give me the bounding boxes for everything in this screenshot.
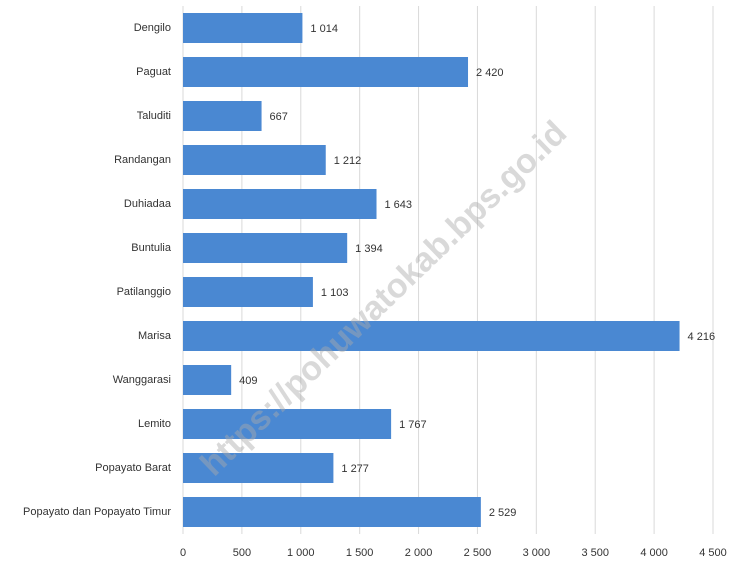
value-label: 2 420 xyxy=(476,67,504,79)
bar xyxy=(183,13,303,43)
bar xyxy=(183,453,334,483)
bar xyxy=(183,497,481,527)
y-tick-label: Randangan xyxy=(114,154,171,166)
bar xyxy=(183,101,262,131)
y-tick-label: Dengilo xyxy=(134,22,171,34)
value-label: 4 216 xyxy=(688,331,716,343)
y-tick-label: Popayato Barat xyxy=(95,462,171,474)
bar xyxy=(183,365,232,395)
value-label: 1 014 xyxy=(310,23,338,35)
x-tick-label: 1 500 xyxy=(346,547,374,559)
bar xyxy=(183,277,313,307)
value-label: 1 103 xyxy=(321,287,349,299)
value-label: 2 529 xyxy=(489,507,517,519)
x-tick-label: 4 500 xyxy=(699,547,727,559)
bar xyxy=(183,57,469,87)
x-tick-label: 1 000 xyxy=(287,547,315,559)
value-label: 1 394 xyxy=(355,243,383,255)
x-tick-label: 500 xyxy=(233,547,251,559)
bar xyxy=(183,189,377,219)
y-tick-label: Lemito xyxy=(138,418,171,430)
x-tick-label: 0 xyxy=(180,547,186,559)
y-tick-label: Marisa xyxy=(138,330,172,342)
value-label: 1 643 xyxy=(385,199,413,211)
x-tick-label: 2 500 xyxy=(464,547,492,559)
bar xyxy=(183,233,348,263)
value-label: 667 xyxy=(270,111,288,123)
value-label: 1 212 xyxy=(334,155,362,167)
value-label: 409 xyxy=(239,375,257,387)
y-tick-label: Buntulia xyxy=(131,242,172,254)
y-tick-label: Taluditi xyxy=(137,110,171,122)
y-tick-label: Duhiadaa xyxy=(124,198,172,210)
y-tick-label: Popayato dan Popayato Timur xyxy=(23,506,171,518)
bar xyxy=(183,145,326,175)
y-tick-label: Wanggarasi xyxy=(113,374,171,386)
y-tick-label: Patilanggio xyxy=(117,286,171,298)
x-tick-label: 3 000 xyxy=(523,547,551,559)
bar xyxy=(183,321,680,351)
plot: 0 500 1 000 1 500 2 000 2 500 3 000 3 500 4 000 4… xyxy=(23,6,727,559)
x-tick-label: 3 500 xyxy=(581,547,609,559)
bar xyxy=(183,409,392,439)
value-label: 1 277 xyxy=(341,463,369,475)
x-tick-label: 4 000 xyxy=(640,547,668,559)
x-tick-label: 2 000 xyxy=(405,547,433,559)
y-tick-label: Paguat xyxy=(136,66,171,78)
value-label: 1 767 xyxy=(399,419,427,431)
